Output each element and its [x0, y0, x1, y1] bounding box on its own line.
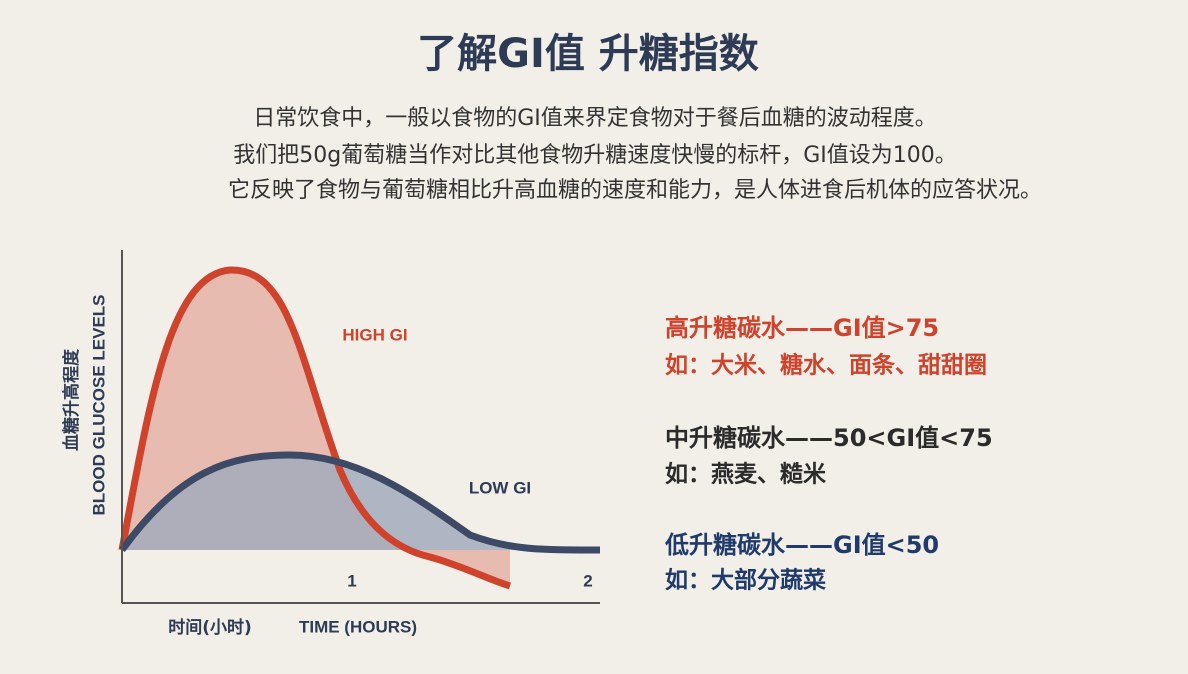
intro-line: 它反映了食物与葡萄糖相比升高血糖的速度和能力，是人体进食后机体的应答状况。: [228, 178, 1042, 203]
legend-title: 中升糖碳水——50<GI值<75: [665, 424, 993, 452]
curve-label: LOW GI: [469, 478, 531, 497]
intro-line: 我们把50g葡萄糖当作对比其他食物升糖速度快慢的标杆，GI值设为100。: [233, 143, 957, 168]
x-axis-label: TIME (HOURS): [299, 617, 417, 636]
y-axis-label: BLOOD GLUCOSE LEVELS: [89, 294, 108, 515]
legend-title: 高升糖碳水——GI值>75: [665, 314, 939, 342]
legend-examples: 如：大部分蔬菜: [665, 567, 826, 594]
graph: HIGH GI LOW GI 1 2 时间(小时) TIME (HOURS) 血…: [61, 250, 601, 638]
high-gi-curve: [118, 266, 512, 590]
x-tick-label: 1: [347, 571, 356, 590]
y-axis-label: 血糖升高程度: [61, 348, 82, 451]
legend-examples: 如：燕麦、糙米: [665, 462, 827, 488]
title: 了解GI值 升糖指数: [417, 31, 759, 77]
low-gi-curve: [119, 451, 601, 554]
x-axis-label: 时间(小时): [168, 617, 252, 638]
curve-label: HIGH GI: [342, 325, 407, 344]
legend-title: 低升糖碳水——GI值<50: [664, 531, 939, 559]
intro-line: 日常饮食中，一般以食物的GI值来界定食物对于餐后血糖的波动程度。: [253, 106, 937, 131]
legend-examples: 如：大米、糖水、面条、甜甜圈: [665, 352, 987, 379]
x-tick-label: 2: [583, 571, 592, 590]
legend: 高升糖碳水——GI值>75 如：大米、糖水、面条、甜甜圈 中升糖碳水——50<G…: [664, 314, 993, 594]
